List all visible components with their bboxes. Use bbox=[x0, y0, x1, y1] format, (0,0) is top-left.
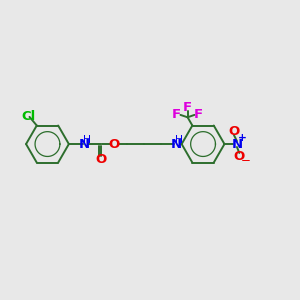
Text: O: O bbox=[108, 138, 120, 151]
Text: F: F bbox=[183, 101, 192, 114]
Text: O: O bbox=[228, 125, 240, 138]
Text: F: F bbox=[194, 108, 202, 122]
Text: H: H bbox=[175, 135, 183, 145]
Text: F: F bbox=[172, 108, 181, 122]
Text: N: N bbox=[231, 138, 242, 151]
Text: N: N bbox=[79, 138, 90, 151]
Text: Cl: Cl bbox=[21, 110, 35, 123]
Text: O: O bbox=[234, 150, 245, 163]
Text: O: O bbox=[95, 153, 106, 166]
Text: N: N bbox=[171, 138, 182, 151]
Text: −: − bbox=[241, 154, 251, 166]
Text: +: + bbox=[238, 133, 247, 142]
Text: H: H bbox=[83, 135, 91, 145]
